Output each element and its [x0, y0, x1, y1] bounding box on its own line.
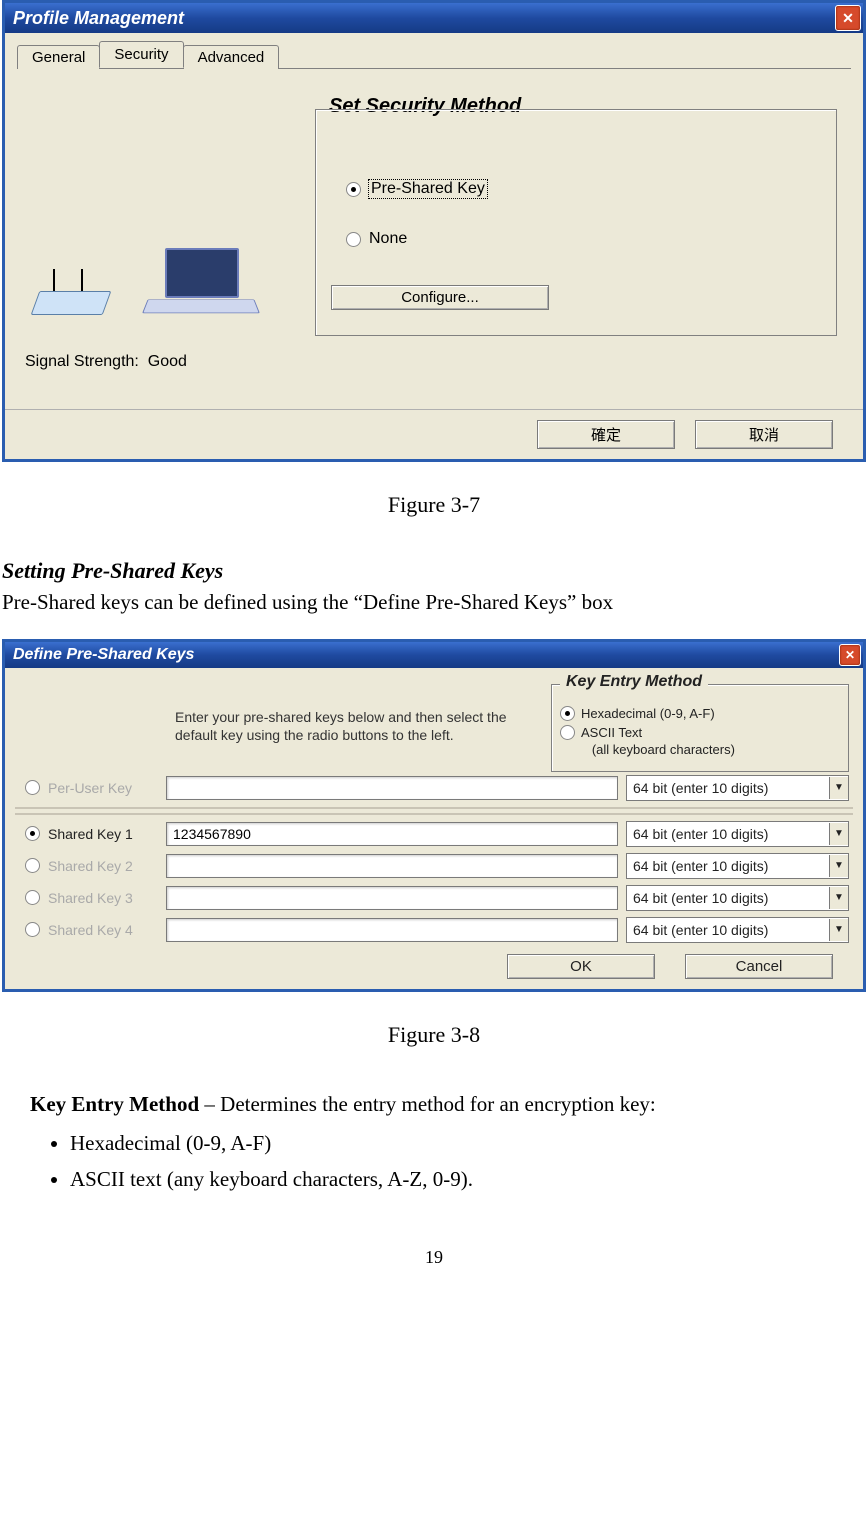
peruser-label: Per-User Key [48, 780, 158, 796]
tabstrip: General Security Advanced [5, 33, 863, 68]
define-psk-window: Define Pre-Shared Keys ✕ Key Entry Metho… [2, 639, 866, 992]
sharedkey2-label: Shared Key 2 [48, 858, 158, 874]
radio-icon [560, 725, 575, 740]
tab-advanced[interactable]: Advanced [183, 45, 280, 69]
kem-ascii-row[interactable]: ASCII Text (all keyboard characters) [560, 725, 840, 758]
sharedkey1-select[interactable]: 64 bit (enter 10 digits) ▼ [626, 821, 849, 847]
desc-lead-rest: – Determines the entry method for an enc… [199, 1092, 656, 1116]
radio-icon[interactable] [25, 922, 40, 937]
figure-caption-1: Figure 3-7 [0, 492, 868, 518]
sharedkey1-row: Shared Key 1 64 bit (enter 10 digits) ▼ [15, 813, 853, 850]
sharedkey2-row: Shared Key 2 64 bit (enter 10 digits) ▼ [15, 850, 853, 882]
radio-icon[interactable] [25, 890, 40, 905]
sharedkey4-input[interactable] [166, 918, 618, 942]
tab-general[interactable]: General [17, 45, 100, 69]
bullet-1: Hexadecimal (0-9, A-F) [70, 1127, 848, 1161]
signal-value: Good [148, 353, 187, 370]
chevron-down-icon: ▼ [829, 777, 848, 799]
close-icon[interactable]: ✕ [839, 644, 861, 666]
signal-illustration [25, 228, 285, 328]
dialog-footer: OK Cancel [15, 946, 853, 989]
titlebar: Define Pre-Shared Keys ✕ [5, 642, 863, 668]
page-number: 19 [0, 1247, 868, 1268]
kem-hex-row[interactable]: Hexadecimal (0-9, A-F) [560, 706, 840, 722]
chevron-down-icon: ▼ [829, 887, 848, 909]
sharedkey4-row: Shared Key 4 64 bit (enter 10 digits) ▼ [15, 914, 853, 946]
description-block: Key Entry Method – Determines the entry … [30, 1088, 848, 1197]
window-title: Profile Management [13, 8, 184, 29]
section-text: Pre-Shared keys can be defined using the… [2, 590, 868, 615]
chevron-down-icon: ▼ [829, 855, 848, 877]
section-heading: Setting Pre-Shared Keys [2, 558, 868, 584]
sharedkey1-label: Shared Key 1 [48, 826, 158, 842]
kem-ascii-label: ASCII Text (all keyboard characters) [581, 725, 735, 758]
tab-underline [17, 68, 851, 69]
signal-strength-label: Signal Strength: Good [25, 353, 187, 371]
peruser-row: Per-User Key 64 bit (enter 10 digits) ▼ [15, 772, 853, 809]
figure-caption-2: Figure 3-8 [0, 1022, 868, 1048]
configure-button[interactable]: Configure... [331, 285, 549, 310]
titlebar: Profile Management ✕ [5, 3, 863, 33]
ok-button[interactable]: 確定 [537, 420, 675, 449]
peruser-input[interactable] [166, 776, 618, 800]
close-icon[interactable]: ✕ [835, 5, 861, 31]
ok-button[interactable]: OK [507, 954, 655, 979]
radio-icon [346, 232, 361, 247]
window-title: Define Pre-Shared Keys [13, 646, 194, 664]
radio-icon [560, 706, 575, 721]
instruction-text: Enter your pre-shared keys below and the… [175, 708, 555, 744]
radio-none-label: None [369, 230, 407, 248]
dialog-footer: 確定 取消 [5, 409, 863, 459]
profile-management-window: Profile Management ✕ General Security Ad… [2, 0, 866, 462]
sharedkey1-input[interactable] [166, 822, 618, 846]
sharedkey3-label: Shared Key 3 [48, 890, 158, 906]
radio-none-row[interactable]: None [346, 230, 407, 248]
desc-lead-bold: Key Entry Method [30, 1092, 199, 1116]
cancel-button[interactable]: Cancel [685, 954, 833, 979]
radio-icon[interactable] [25, 858, 40, 873]
peruser-select[interactable]: 64 bit (enter 10 digits) ▼ [626, 775, 849, 801]
kem-hex-label: Hexadecimal (0-9, A-F) [581, 706, 715, 722]
bullet-2: ASCII text (any keyboard characters, A-Z… [70, 1163, 848, 1197]
radio-psk-label: Pre-Shared Key [369, 180, 487, 198]
sharedkey3-select[interactable]: 64 bit (enter 10 digits) ▼ [626, 885, 849, 911]
keys-area: Per-User Key 64 bit (enter 10 digits) ▼ … [15, 772, 853, 946]
radio-icon[interactable] [25, 780, 40, 795]
router-icon [35, 273, 115, 313]
radio-psk-row[interactable]: Pre-Shared Key [346, 180, 487, 198]
chevron-down-icon: ▼ [829, 823, 848, 845]
cancel-button[interactable]: 取消 [695, 420, 833, 449]
sharedkey4-label: Shared Key 4 [48, 922, 158, 938]
sharedkey3-row: Shared Key 3 64 bit (enter 10 digits) ▼ [15, 882, 853, 914]
sharedkey2-input[interactable] [166, 854, 618, 878]
laptop-icon [145, 248, 265, 328]
radio-icon[interactable] [25, 826, 40, 841]
security-groupbox: Pre-Shared Key None Configure... [315, 109, 837, 336]
radio-icon [346, 182, 361, 197]
kem-title: Key Entry Method [560, 673, 708, 691]
tab-security[interactable]: Security [99, 41, 183, 68]
chevron-down-icon: ▼ [829, 919, 848, 941]
sharedkey2-select[interactable]: 64 bit (enter 10 digits) ▼ [626, 853, 849, 879]
sharedkey4-select[interactable]: 64 bit (enter 10 digits) ▼ [626, 917, 849, 943]
key-entry-method-groupbox: Key Entry Method Hexadecimal (0-9, A-F) … [551, 684, 849, 772]
sharedkey3-input[interactable] [166, 886, 618, 910]
